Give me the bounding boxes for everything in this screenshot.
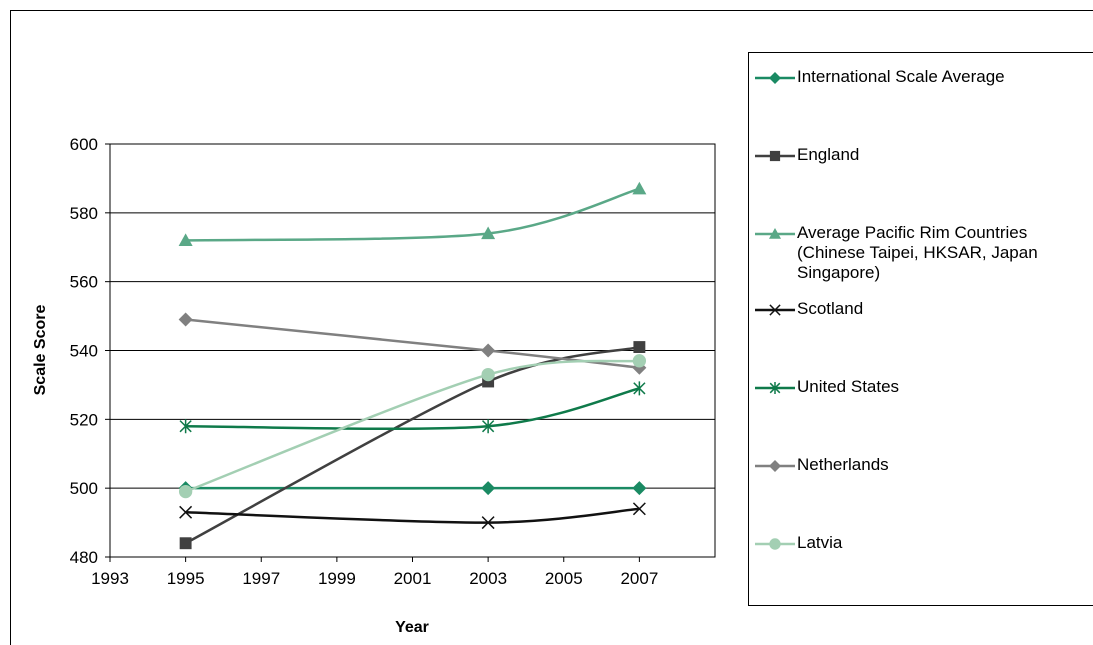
data-point-marker: [632, 481, 647, 496]
legend-swatch: [755, 150, 795, 162]
data-point-marker: [481, 226, 496, 240]
data-point-marker: [769, 150, 781, 162]
data-point-marker: [179, 419, 192, 434]
legend-swatch: [755, 72, 795, 84]
legend-swatch: [755, 304, 795, 316]
legend-label: Average Pacific Rim Countries (Chinese T…: [797, 223, 1038, 282]
legend-label: Netherlands: [797, 455, 889, 474]
y-tick-label: 560: [70, 273, 98, 292]
x-tick-label: 1995: [167, 569, 205, 588]
x-tick-label: 2001: [394, 569, 432, 588]
data-point-marker: [633, 381, 646, 396]
data-point-marker: [481, 343, 496, 358]
data-point-marker: [481, 419, 495, 434]
legend-swatch: [755, 538, 795, 550]
series-3: [179, 502, 646, 530]
series-1: [179, 341, 646, 550]
legend-label: United States: [797, 377, 900, 396]
data-point-marker: [632, 354, 647, 368]
series-line: [185, 387, 640, 430]
legend-swatch: [755, 460, 795, 472]
legend-label: International Scale Average: [797, 67, 1005, 86]
data-point-marker: [178, 312, 193, 327]
y-axis-title: Scale Score: [32, 305, 49, 396]
y-tick-label: 520: [70, 410, 98, 429]
series-line: [185, 187, 640, 242]
data-point-marker: [632, 502, 646, 516]
y-tick-label: 600: [70, 135, 98, 154]
data-point-marker: [769, 304, 781, 316]
legend-label: Scotland: [797, 299, 864, 318]
x-tick-label: 2007: [620, 569, 658, 588]
data-point-marker: [769, 538, 781, 550]
data-point-marker: [481, 367, 495, 382]
series-6: [178, 354, 647, 499]
data-point-marker: [633, 341, 646, 354]
y-tick-label: 580: [70, 204, 98, 223]
series-2: [178, 181, 647, 246]
y-tick-label: 500: [70, 479, 98, 498]
data-point-marker: [769, 460, 781, 472]
x-axis-title: Year: [395, 619, 429, 636]
y-tick-label: 480: [70, 548, 98, 567]
data-point-marker: [769, 382, 781, 394]
data-point-marker: [769, 228, 781, 239]
data-point-marker: [179, 505, 193, 519]
series-line: [185, 318, 640, 369]
legend-label: Latvia: [797, 533, 843, 552]
legend-swatch: [755, 382, 795, 394]
x-tick-label: 1999: [318, 569, 356, 588]
legend-swatch: [755, 228, 795, 239]
legend: International Scale Average England Averag…: [748, 52, 1093, 606]
series-4: [179, 381, 646, 434]
data-point-marker: [632, 181, 647, 195]
data-point-marker: [179, 537, 192, 550]
series-layer: [178, 181, 647, 550]
x-tick-label: 1997: [242, 569, 280, 588]
y-tick-label: 540: [70, 342, 98, 361]
axes: 480 500 520 540 560 580 600 1993 1995 1997 1999 200…: [70, 135, 659, 588]
series-line: [185, 345, 640, 545]
data-point-marker: [481, 481, 496, 496]
data-point-marker: [178, 233, 193, 246]
chart-frame: [10, 10, 1093, 645]
data-point-marker: [769, 72, 781, 84]
series-line: [185, 507, 640, 524]
data-point-marker: [481, 516, 495, 530]
x-tick-label: 2003: [469, 569, 507, 588]
series-line: [185, 359, 640, 493]
x-tick-label: 1993: [91, 569, 129, 588]
data-point-marker: [178, 484, 193, 499]
data-point-marker: [482, 375, 495, 388]
x-tick-label: 2005: [545, 569, 583, 588]
legend-label: England: [797, 145, 860, 164]
